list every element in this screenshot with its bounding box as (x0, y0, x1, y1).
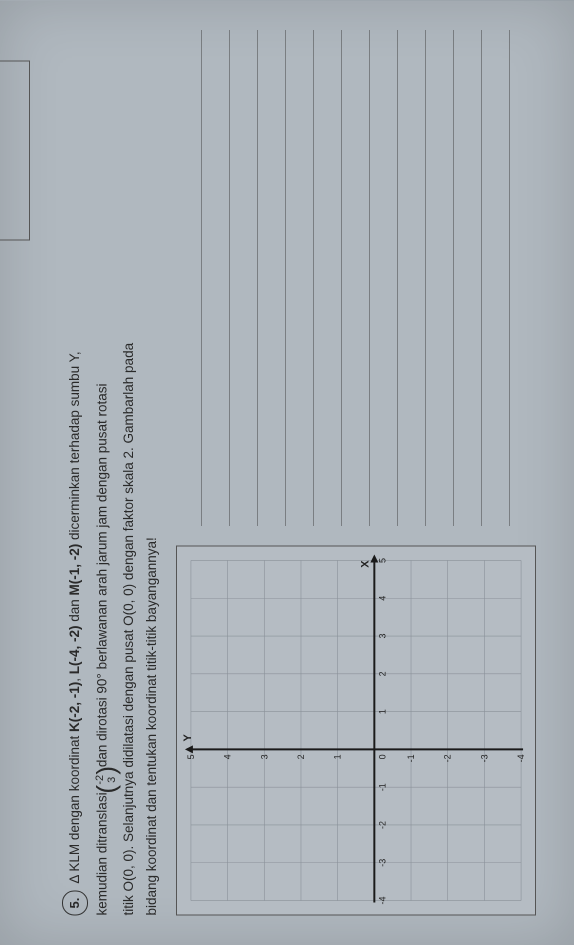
svg-text:-3: -3 (480, 754, 490, 762)
answer-line (264, 30, 286, 525)
svg-text:0: 0 (377, 754, 387, 759)
answer-line (236, 30, 258, 525)
svg-text:-4: -4 (377, 896, 387, 904)
question-number: 5. (62, 890, 88, 915)
page: 5. Δ KLM dengan koordinat K(-2, -1), L(-… (0, 0, 574, 945)
coord-k: K(-2, -1) (67, 681, 82, 731)
q-text-2b: dan dirotasi 90° berlawanan arah jarum j… (95, 383, 110, 767)
svg-text:3: 3 (259, 754, 269, 759)
svg-text:1: 1 (377, 709, 387, 714)
svg-text:2: 2 (377, 671, 387, 676)
svg-text:Y: Y (182, 733, 194, 741)
svg-text:5: 5 (186, 754, 196, 759)
grid-svg: -4-3-2-112345-4-3-2-1123450YX (177, 546, 535, 914)
vec-top: -2 (94, 774, 106, 784)
svg-text:4: 4 (223, 754, 233, 759)
answer-line (376, 30, 398, 525)
answer-line (348, 30, 370, 525)
svg-text:1: 1 (333, 754, 343, 759)
coord-m: M(-1, -2) (67, 543, 82, 595)
svg-text:3: 3 (377, 633, 387, 638)
svg-text:-2: -2 (443, 754, 453, 762)
answer-line (404, 30, 426, 525)
svg-text:5: 5 (377, 557, 387, 562)
answer-line (320, 30, 342, 525)
answer-line (180, 30, 202, 525)
vec-bot: 3 (106, 774, 118, 784)
answer-line (208, 30, 230, 525)
question-text: 5. Δ KLM dengan koordinat K(-2, -1), L(-… (62, 30, 164, 915)
coordinate-grid: -4-3-2-112345-4-3-2-1123450YX (176, 545, 536, 915)
q-text-1: Δ KLM dengan koordinat (67, 732, 82, 884)
coord-l: L(-4, -2) (67, 625, 82, 674)
content-row: -4-3-2-112345-4-3-2-1123450YX (176, 30, 536, 915)
previous-box-fragment (0, 60, 30, 240)
translation-vector: -2 3 (88, 772, 118, 786)
q-text-2a: kemudian ditranslasi (95, 788, 110, 915)
answer-line (292, 30, 314, 525)
q-text-3: titik O(0, 0). Selanjutnya didilatasi de… (121, 342, 136, 915)
q-text-4: bidang koordinat dan tentukan koordinat … (144, 537, 159, 915)
svg-text:-4: -4 (516, 754, 526, 762)
answer-line (488, 30, 510, 525)
svg-text:-2: -2 (377, 820, 387, 828)
svg-text:-1: -1 (406, 754, 416, 762)
svg-text:2: 2 (296, 754, 306, 759)
answer-lines (176, 30, 516, 525)
answer-line (460, 30, 482, 525)
svg-text:-3: -3 (377, 858, 387, 866)
svg-text:4: 4 (377, 595, 387, 600)
svg-text:-1: -1 (377, 783, 387, 791)
answer-line (432, 30, 454, 525)
